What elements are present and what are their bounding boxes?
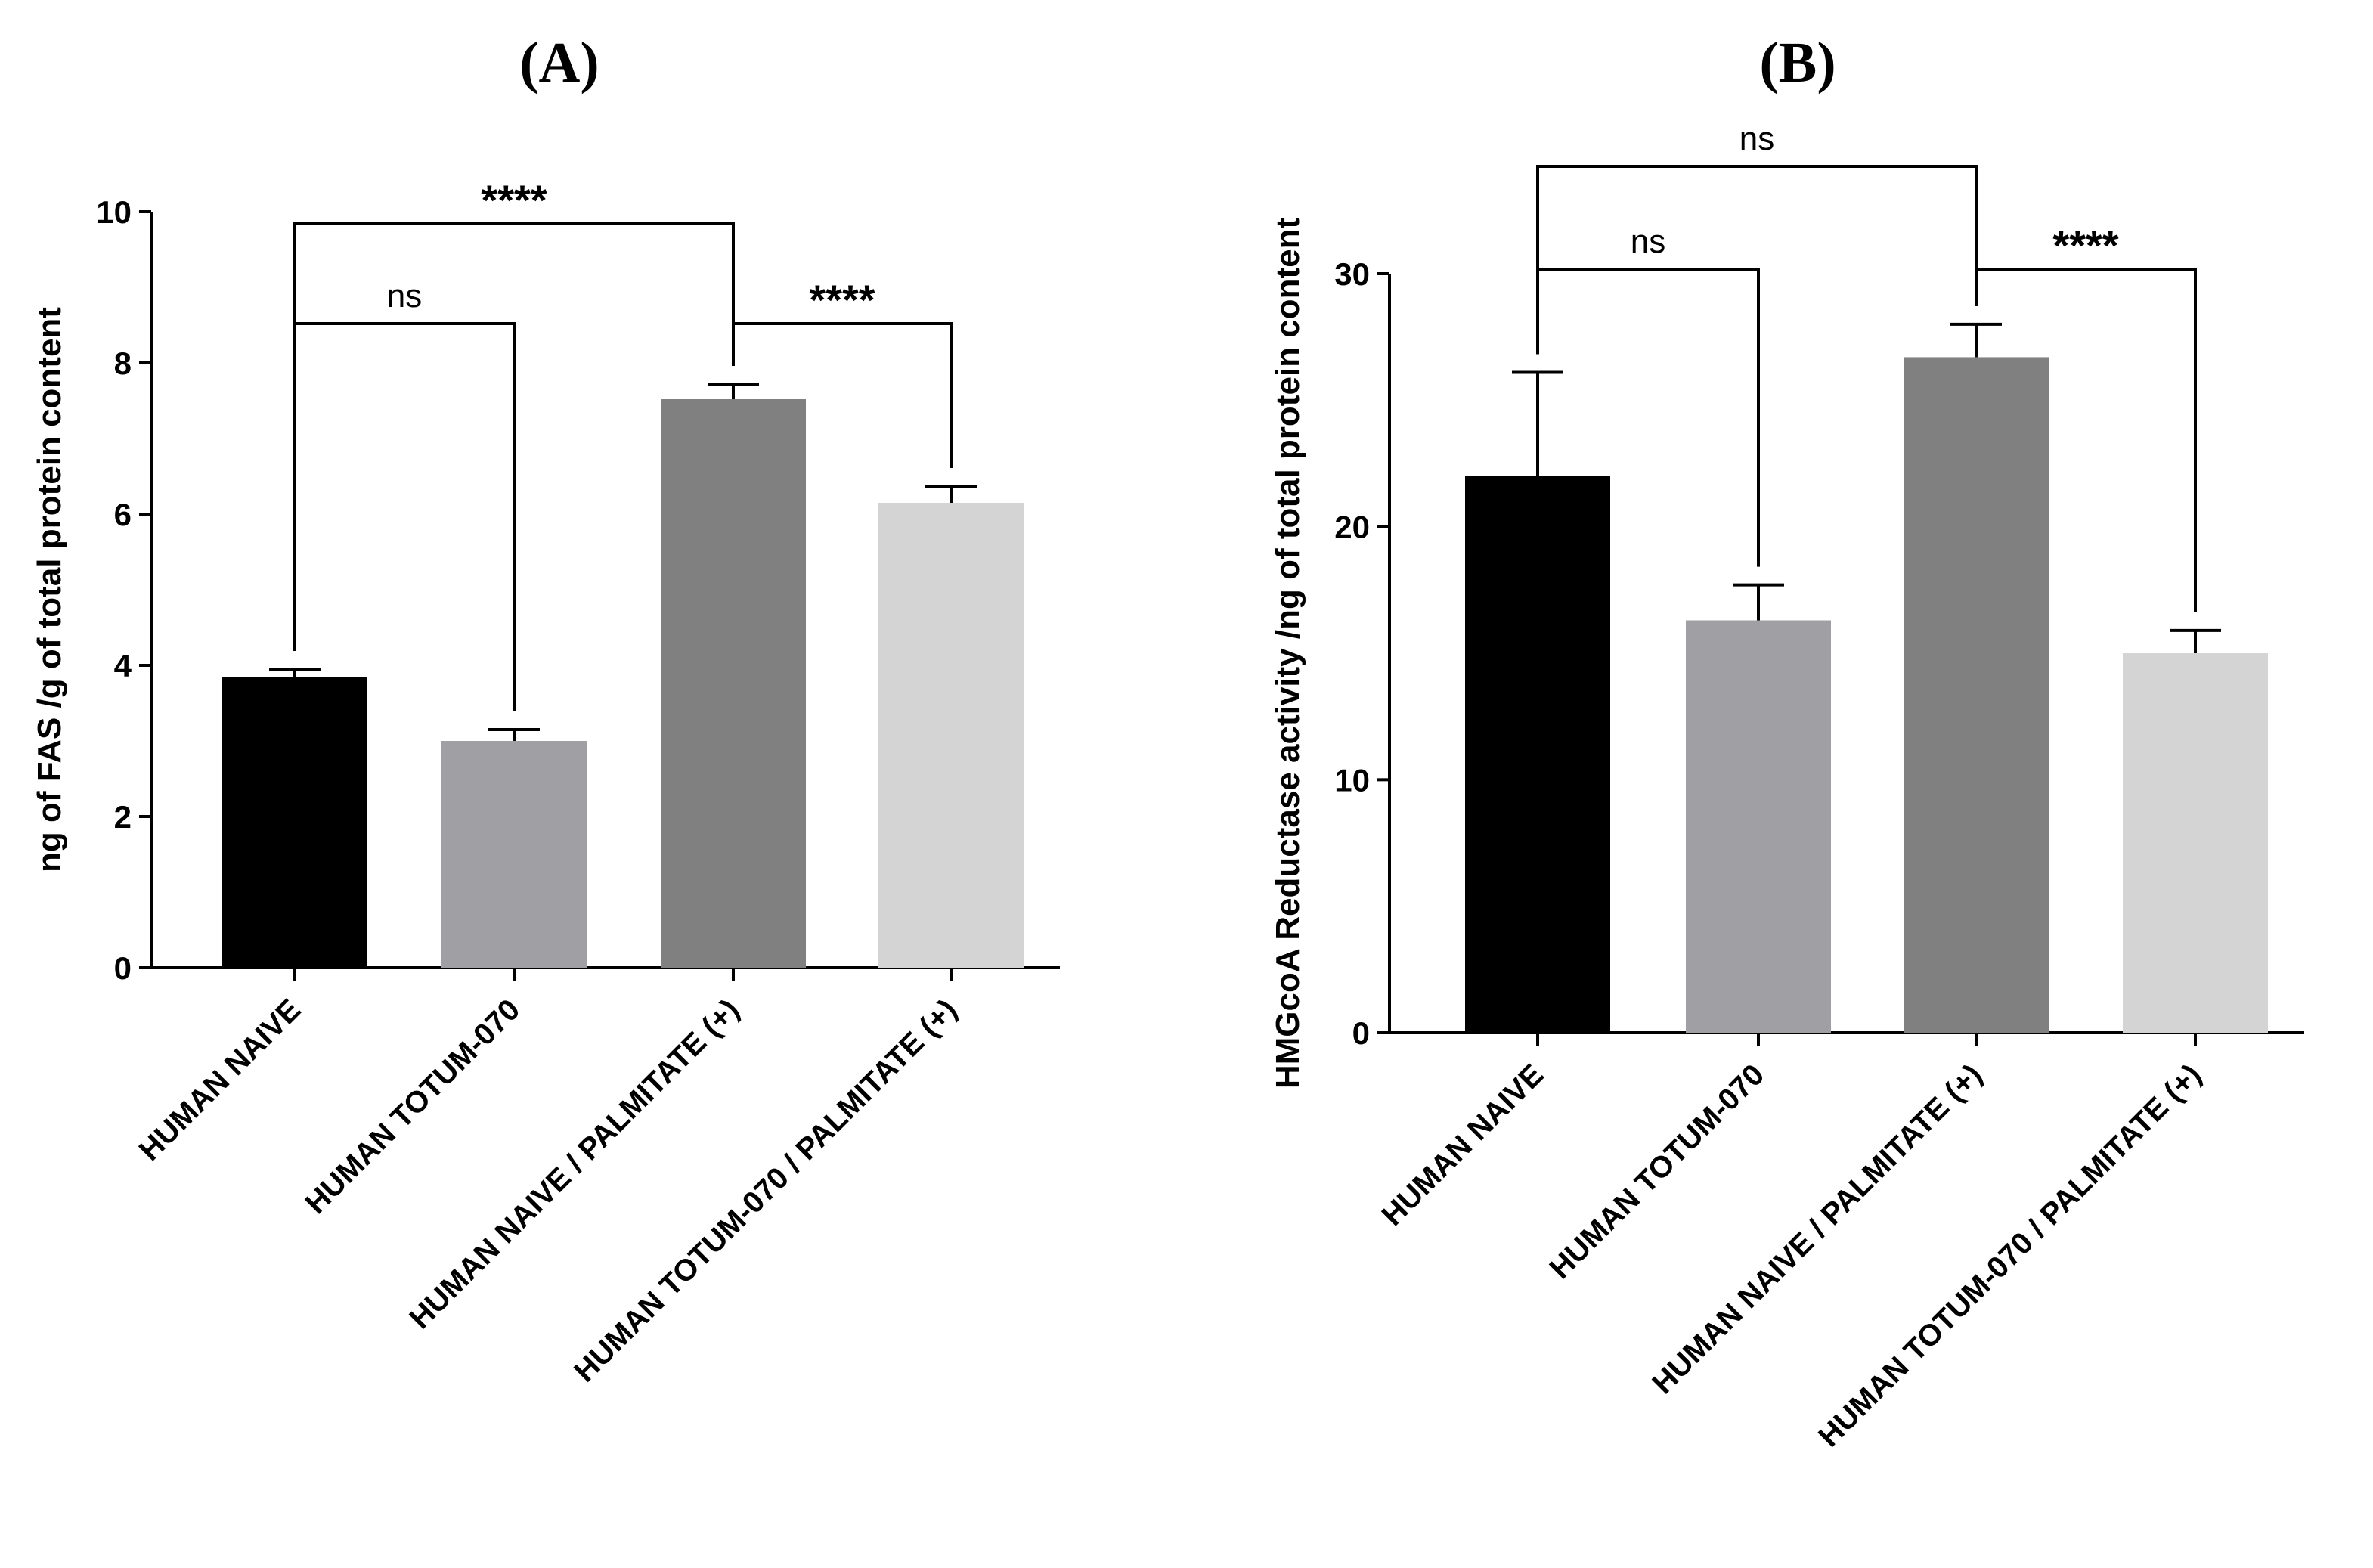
- bar: [441, 741, 587, 968]
- y-tick-label: 30: [1334, 256, 1370, 292]
- significance-label: ****: [2052, 222, 2118, 269]
- bar: [2123, 653, 2268, 1033]
- bar: [878, 503, 1024, 968]
- y-tick-label: 2: [114, 799, 132, 835]
- x-category-label: HUMAN TOTUM-070 / PALMITATE (+): [1812, 1058, 2207, 1453]
- x-category-label: HUMAN TOTUM-070 / PALMITATE (+): [568, 993, 963, 1388]
- bar: [661, 399, 806, 968]
- x-category-label: HUMAN NAIVE: [1376, 1058, 1551, 1232]
- significance-label: ns: [1631, 223, 1665, 260]
- significance-label: ****: [481, 176, 547, 224]
- x-category-label: HUMAN TOTUM-070: [299, 993, 526, 1220]
- y-axis-title: HMGcoA Reductase activity /ng of total p…: [1269, 218, 1306, 1089]
- bar: [1465, 476, 1610, 1033]
- bar: [222, 677, 367, 968]
- y-tick-label: 4: [114, 648, 132, 683]
- significance-bracket: [732, 322, 953, 468]
- bar: [1904, 357, 2049, 1033]
- y-tick-label: 0: [1352, 1015, 1370, 1051]
- y-axis-title: ng of FAS /g of total protein content: [31, 307, 68, 872]
- y-tick-label: 8: [114, 346, 132, 381]
- chart-panel-b: (B) 0 10 20 30 HMGcoA Reductase activity /ng …: [1269, 31, 2304, 1453]
- significance-bracket: [1975, 268, 2197, 612]
- bar: [1686, 620, 1831, 1033]
- significance-bracket: [1536, 268, 1760, 567]
- x-category-label: HUMAN TOTUM-070: [1543, 1058, 1770, 1285]
- significance-bracket: [293, 322, 516, 711]
- y-tick-label: 10: [1334, 762, 1370, 798]
- y-tick-label: 20: [1334, 510, 1370, 545]
- panel-label: (A): [519, 31, 599, 95]
- significance-label: ****: [809, 276, 875, 324]
- y-tick-label: 6: [114, 497, 132, 532]
- x-category-label: HUMAN NAIVE: [133, 993, 308, 1167]
- panel-label: (B): [1759, 31, 1836, 95]
- significance-label: ns: [1739, 120, 1774, 157]
- chart-panel-a: (A) 0 2 4 6 8 10 ng of FAS /g of total protein …: [31, 31, 1060, 1388]
- y-tick-label: 10: [96, 194, 132, 230]
- y-tick-label: 0: [114, 950, 132, 986]
- significance-bracket: [1536, 165, 1978, 355]
- significance-label: ns: [387, 277, 422, 315]
